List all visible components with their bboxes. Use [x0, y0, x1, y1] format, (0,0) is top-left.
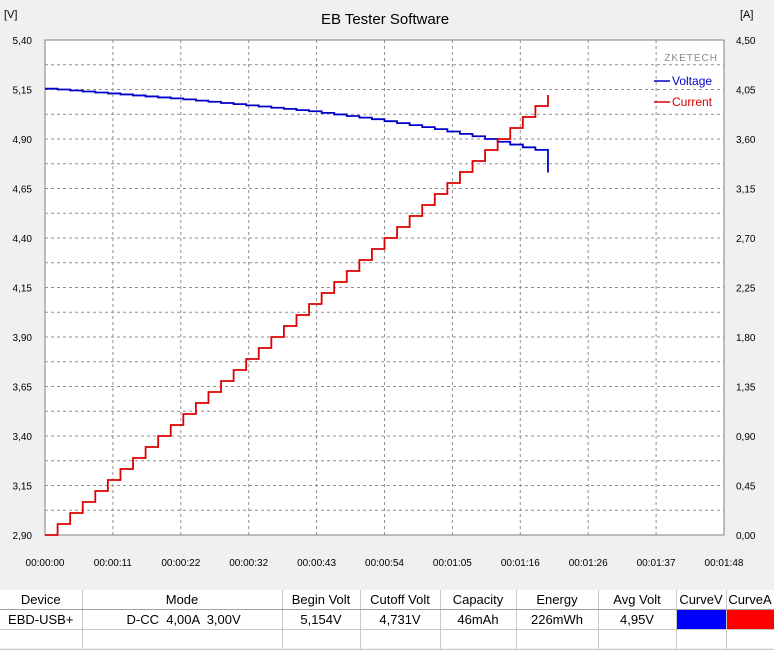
left-axis-unit: [V]: [4, 9, 17, 21]
cell-curve-v-swatch[interactable]: [676, 609, 727, 630]
header-avg-volt[interactable]: Avg Volt: [598, 590, 677, 610]
right-tick-label: 0,00: [736, 531, 756, 542]
header-device[interactable]: Device: [0, 590, 83, 610]
results-table-panel: Device Mode Begin Volt Cutoff Volt Capac…: [0, 590, 774, 650]
cell-capacity: 46mAh: [440, 609, 517, 630]
legend: Voltage Current: [654, 74, 713, 109]
x-tick-label: 00:00:32: [229, 558, 268, 569]
right-axis-unit: [A]: [740, 9, 753, 21]
cell-cutoff-volt: 4,731V: [360, 609, 441, 630]
header-curve-a[interactable]: CurveA: [726, 590, 774, 610]
cell-avg-volt: 4,95V: [598, 609, 677, 630]
legend-current-label: Current: [672, 95, 713, 109]
cell-device: EBD-USB+: [0, 609, 83, 630]
current-series-line: [45, 95, 549, 536]
right-tick-label: 1,80: [736, 333, 756, 344]
left-tick-label: 5,40: [13, 36, 33, 47]
header-energy[interactable]: Energy: [516, 590, 599, 610]
cell-energy: 226mWh: [516, 609, 599, 630]
left-tick-label: 5,15: [13, 86, 33, 97]
x-tick-label: 00:01:05: [433, 558, 472, 569]
left-tick-label: 4,90: [13, 135, 33, 146]
right-tick-label: 4,05: [736, 86, 756, 97]
right-tick-label: 2,25: [736, 284, 756, 295]
x-tick-label: 00:01:37: [637, 558, 676, 569]
chart-title: EB Tester Software: [321, 11, 449, 28]
x-tick-label: 00:00:11: [94, 558, 133, 569]
cell-mode: D-CC 4,00A 3,00V: [82, 609, 283, 630]
left-tick-label: 3,40: [13, 432, 33, 443]
right-tick-label: 4,50: [736, 36, 756, 47]
right-tick-label: 0,45: [736, 482, 756, 493]
left-axis-ticks: 2,90 3,15 3,40 3,65 3,90 4,15 4,40 4,65 4,90 5,15…: [13, 36, 33, 542]
x-axis-ticks: 00:00:00 00:00:11 00:00:22 00:00:32 00:00:43…: [26, 558, 744, 569]
header-capacity[interactable]: Capacity: [440, 590, 517, 610]
left-tick-label: 3,65: [13, 383, 33, 394]
x-tick-label: 00:00:00: [26, 558, 65, 569]
header-mode[interactable]: Mode: [82, 590, 283, 610]
voltage-series-line: [45, 87, 549, 173]
header-curve-v[interactable]: CurveV: [676, 590, 727, 610]
table-row[interactable]: EBD-USB+ D-CC 4,00A 3,00V 5,154V 4,731V …: [0, 609, 774, 630]
table-empty-row: [0, 629, 774, 650]
series-layer: [45, 87, 549, 536]
left-tick-label: 4,65: [13, 185, 33, 196]
left-tick-label: 3,90: [13, 333, 33, 344]
x-tick-label: 00:01:26: [569, 558, 608, 569]
left-tick-label: 4,15: [13, 284, 33, 295]
right-tick-label: 3,60: [736, 135, 756, 146]
legend-voltage-label: Voltage: [672, 74, 712, 88]
x-tick-label: 00:00:54: [365, 558, 404, 569]
right-tick-label: 3,15: [736, 185, 756, 196]
left-tick-label: 3,15: [13, 482, 33, 493]
cell-begin-volt: 5,154V: [282, 609, 361, 630]
results-table: Device Mode Begin Volt Cutoff Volt Capac…: [0, 590, 774, 650]
grid-lines: [45, 40, 724, 535]
x-tick-label: 00:00:43: [297, 558, 336, 569]
right-axis-ticks: 0,00 0,45 0,90 1,35 1,80 2,25 2,70 3,15 3,60 4,05…: [736, 36, 756, 542]
header-begin-volt[interactable]: Begin Volt: [282, 590, 361, 610]
left-tick-label: 4,40: [13, 234, 33, 245]
right-tick-label: 2,70: [736, 234, 756, 245]
right-tick-label: 0,90: [736, 432, 756, 443]
x-tick-label: 00:00:22: [161, 558, 200, 569]
x-tick-label: 00:01:48: [705, 558, 744, 569]
header-cutoff-volt[interactable]: Cutoff Volt: [360, 590, 441, 610]
table-header-row: Device Mode Begin Volt Cutoff Volt Capac…: [0, 590, 774, 610]
brand-watermark: ZKETECH: [664, 53, 718, 64]
cell-curve-a-swatch[interactable]: [726, 609, 774, 630]
right-tick-label: 1,35: [736, 383, 756, 394]
left-tick-label: 2,90: [13, 531, 33, 542]
x-tick-label: 00:01:16: [501, 558, 540, 569]
chart-area: EB Tester Software [V] [A] 2,90 3,15 3,40 3…: [4, 9, 756, 569]
